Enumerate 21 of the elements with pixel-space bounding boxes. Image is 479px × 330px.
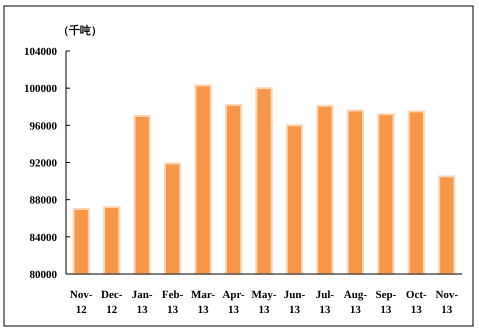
y-tick-label: 88000 [30,194,58,207]
x-tick-label: Jun-13 [284,289,306,316]
y-tick-label: 104000 [24,46,58,58]
x-tick-label: Feb-13 [162,289,184,316]
x-tick-label: Oct-13 [406,289,428,316]
y-tick-label: 84000 [30,232,58,244]
x-tick-label: Nov-12 [70,289,93,316]
x-tick-label: Aug-13 [344,289,368,316]
x-tick-label: Apr-13 [222,289,245,316]
x-tick-label: Jan-13 [132,289,153,316]
x-tick-label: May-13 [251,289,277,316]
y-axis-title: （千吨） [58,24,102,37]
x-tick-label: Jul-13 [316,289,334,316]
x-tick-label: Nov-13 [435,289,458,316]
x-tick-label: Dec-12 [101,289,123,316]
y-tick-label: 96000 [30,120,58,132]
y-tick-label: 100000 [24,83,58,96]
y-tick-label: 92000 [30,158,58,170]
x-tick-label: Sep-13 [375,289,397,316]
y-tick-label: 80000 [30,269,58,281]
x-tick-label: Mar-13 [191,289,216,316]
